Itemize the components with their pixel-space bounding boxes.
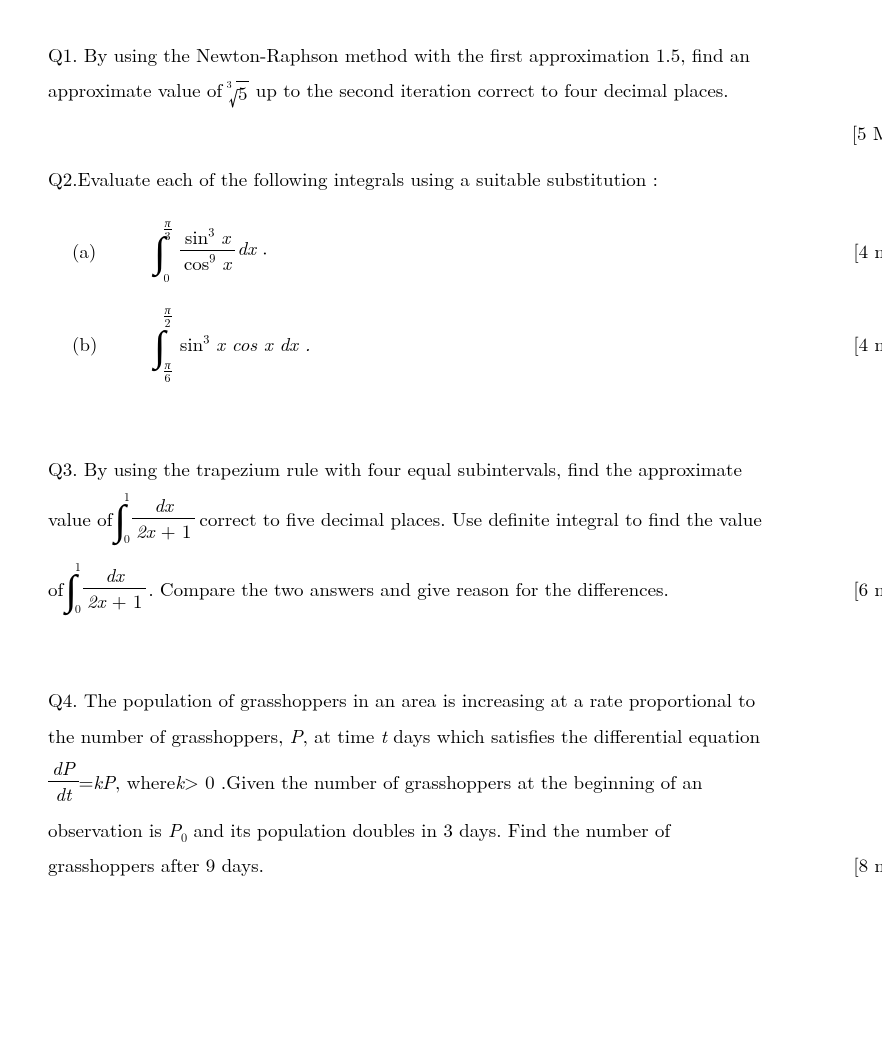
q4-line5: grasshoppers after 9 days. [8 marks] [48, 850, 882, 879]
q2b-label: (b) [48, 329, 152, 358]
q1-marks: [5 Marks] [48, 118, 882, 147]
q4-line4-b: and its population doubles in 3 days. Fi… [187, 816, 670, 843]
q3-fraction-1: dx 2x + 1 [132, 495, 195, 542]
q2b-body-b: x cos x dx . [209, 330, 310, 357]
q4-eq-rhs-b: , where [115, 767, 175, 796]
q4-eq-num: dP [48, 758, 79, 782]
integral-icon: ∫ 1 0 [112, 491, 132, 545]
q4-line4: observation is P0 and its population dou… [48, 815, 882, 844]
q4-P: P [290, 722, 303, 749]
q2b-body-a: sin [180, 330, 203, 357]
q2b-up-den: 2 [164, 317, 172, 329]
root-index: 3 [227, 77, 232, 93]
q2a-expression: ∫ π3 0 sin3 x cos9 x dx . [152, 217, 268, 284]
q4-line3: dP dt = kP , where k > 0 .Given the numb… [48, 758, 882, 805]
q2a-den-b: x [215, 249, 231, 276]
q3-int2-lo: 0 [75, 603, 81, 615]
q2a-marks: [4 marks] [268, 236, 882, 265]
q4-line2: the number of grasshoppers, P, at time t… [48, 721, 882, 750]
q2a-fraction: sin3 x cos9 x [180, 227, 235, 274]
q2a-label: (a) [48, 236, 152, 265]
q3-line1: Q3. By using the trapezium rule with fou… [48, 454, 882, 483]
q3-line2-a: value of [48, 504, 112, 533]
q2a-dx: dx [237, 234, 256, 261]
q3-fraction-2: dx 2x + 1 [83, 565, 146, 612]
q2a-num-a: sin [185, 223, 208, 250]
q3-line3-a: of [48, 574, 63, 603]
q4-marks: [8 marks] [853, 850, 882, 879]
integral-icon: ∫ π2 π6 [152, 304, 174, 384]
q4-eq-rhs-c: > 0 .Given the number of grasshoppers at… [184, 767, 702, 796]
q2b-body: sin3 x cos x dx . [180, 330, 311, 357]
q3-int2-up: 1 [75, 561, 81, 573]
q2a-up-den: 3 [164, 230, 172, 242]
q3-line2-b: correct to five decimal places. Use defi… [199, 504, 761, 533]
integral-icon: ∫ π3 0 [152, 217, 174, 284]
q2b-row: (b) ∫ π2 π6 sin3 x cos x dx . [4 marks] [48, 304, 882, 384]
q4-eq-rhs-a: = [79, 767, 94, 796]
q2a-row: (a) ∫ π3 0 sin3 x cos9 x dx . [4 marks] [48, 217, 882, 284]
q4-P0-sym: P [168, 816, 181, 843]
q1-line2-a: approximate value of [48, 76, 229, 103]
q2a-den-a: cos [184, 249, 209, 276]
q3-line2: value of ∫ 1 0 dx 2x + 1 correct to five… [48, 491, 882, 545]
q4-line2-a: the number of grasshoppers, [48, 722, 290, 749]
q3-marks: [6 marks] [689, 574, 882, 603]
q2-intro: Q2.Evaluate each of the following integr… [48, 164, 882, 193]
q2a-num-b: x [214, 223, 230, 250]
q4-dpdt: dP dt [48, 758, 79, 805]
q4-kP: kP [93, 767, 115, 796]
integral-icon: ∫ 1 0 [63, 561, 83, 615]
q3-line3-b: . Compare the two answers and give reaso… [148, 574, 668, 603]
q3-frac-num: dx [132, 495, 195, 519]
q3-int1-up: 1 [124, 491, 130, 503]
q3-line3: of ∫ 1 0 dx 2x + 1 . Compare the two ans… [48, 561, 882, 615]
q3-frac-num-2: dx [83, 565, 146, 589]
q2b-lo-den: 6 [164, 372, 172, 384]
q1-line2-b: up to the second iteration correct to fo… [256, 76, 729, 103]
root-arg: 5 [236, 81, 250, 104]
q4-line2-c: days which satisfies the differential eq… [387, 722, 760, 749]
q2b-expression: ∫ π2 π6 sin3 x cos x dx . [152, 304, 311, 384]
q2a-lower: 0 [164, 272, 172, 284]
q4-line1: Q4. The population of grasshoppers in an… [48, 685, 882, 714]
q1-line2: approximate value of 3 √5 up to the seco… [48, 75, 882, 108]
cube-root-icon: 3 √5 [229, 79, 250, 108]
q4-line2-b: , at time [303, 722, 381, 749]
q1-line1: Q1. By using the Newton-Raphson method w… [48, 40, 882, 69]
q2b-marks: [4 marks] [311, 329, 882, 358]
q4-line4-a: observation is [48, 816, 168, 843]
q3-int1-lo: 0 [124, 533, 130, 545]
q4-k: k [175, 767, 184, 796]
q4-line5-text: grasshoppers after 9 days. [48, 851, 264, 878]
q4-eq-den: dt [48, 782, 79, 805]
